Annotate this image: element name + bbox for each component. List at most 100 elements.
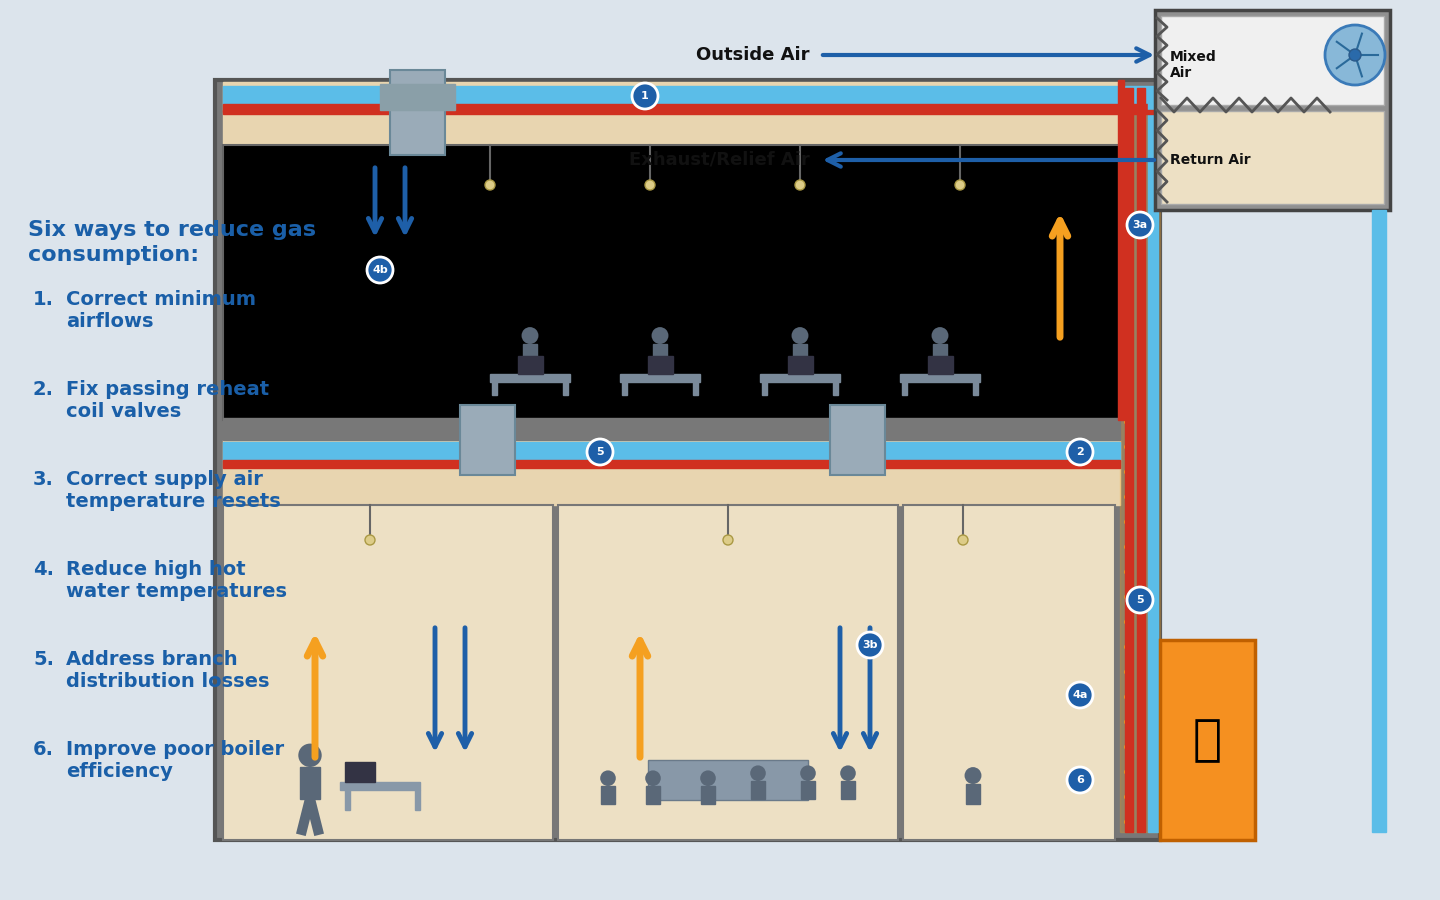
Circle shape: [1125, 569, 1130, 575]
Circle shape: [1138, 94, 1143, 100]
Circle shape: [1151, 394, 1156, 400]
Bar: [973, 382, 978, 395]
Circle shape: [1067, 439, 1093, 465]
Circle shape: [1125, 619, 1130, 625]
Bar: [829, 405, 886, 475]
Circle shape: [857, 632, 883, 658]
Circle shape: [1138, 444, 1143, 450]
Bar: [223, 418, 1120, 440]
Circle shape: [651, 327, 668, 344]
Circle shape: [795, 180, 805, 190]
Text: Correct minimum
airflows: Correct minimum airflows: [66, 290, 256, 331]
Circle shape: [1151, 94, 1156, 100]
Circle shape: [1151, 194, 1156, 200]
Circle shape: [1125, 219, 1130, 225]
Circle shape: [1125, 269, 1130, 275]
Circle shape: [1125, 319, 1130, 325]
Bar: [223, 86, 1161, 104]
Circle shape: [1325, 25, 1385, 85]
Circle shape: [1125, 169, 1130, 175]
Circle shape: [588, 439, 613, 465]
Circle shape: [750, 765, 766, 781]
Bar: [900, 374, 981, 382]
Circle shape: [1151, 244, 1156, 250]
Text: 6.: 6.: [33, 740, 55, 759]
Circle shape: [1151, 369, 1156, 375]
Bar: [523, 344, 537, 364]
Circle shape: [1138, 744, 1143, 750]
Text: 2: 2: [1076, 447, 1084, 457]
Circle shape: [1125, 419, 1130, 425]
Circle shape: [1138, 494, 1143, 500]
Bar: [1120, 88, 1161, 832]
Circle shape: [485, 180, 495, 190]
Circle shape: [1138, 719, 1143, 725]
Bar: [602, 786, 615, 804]
Circle shape: [1151, 144, 1156, 150]
Circle shape: [1125, 394, 1130, 400]
Circle shape: [1138, 519, 1143, 525]
Text: 4.: 4.: [33, 560, 55, 579]
Text: 4a: 4a: [1073, 690, 1087, 700]
Text: Exhaust/Relief Air: Exhaust/Relief Air: [629, 151, 809, 169]
Text: Improve poor boiler
efficiency: Improve poor boiler efficiency: [66, 740, 284, 781]
Circle shape: [1125, 594, 1130, 600]
Circle shape: [1151, 169, 1156, 175]
Circle shape: [1125, 794, 1130, 800]
Circle shape: [1151, 719, 1156, 725]
Text: Fix passing reheat
coil valves: Fix passing reheat coil valves: [66, 380, 269, 421]
Circle shape: [1151, 494, 1156, 500]
Bar: [648, 356, 672, 374]
Circle shape: [700, 770, 716, 786]
Bar: [1148, 88, 1158, 832]
Circle shape: [1125, 94, 1130, 100]
Text: 2.: 2.: [33, 380, 55, 399]
Circle shape: [958, 535, 968, 545]
Circle shape: [600, 770, 616, 786]
Bar: [215, 80, 1161, 840]
Circle shape: [1151, 744, 1156, 750]
Circle shape: [1138, 344, 1143, 350]
Text: 1.: 1.: [33, 290, 55, 309]
Circle shape: [1125, 194, 1130, 200]
Text: Address branch
distribution losses: Address branch distribution losses: [66, 650, 269, 691]
Text: 🔥: 🔥: [1192, 716, 1221, 764]
Circle shape: [1151, 444, 1156, 450]
Circle shape: [1349, 49, 1361, 61]
Circle shape: [1151, 119, 1156, 125]
Bar: [223, 442, 1120, 460]
Bar: [300, 767, 320, 798]
Circle shape: [1151, 469, 1156, 475]
Bar: [1155, 10, 1390, 210]
Bar: [380, 84, 455, 110]
Circle shape: [1138, 419, 1143, 425]
Circle shape: [1138, 369, 1143, 375]
Circle shape: [632, 83, 658, 109]
Bar: [346, 762, 374, 782]
Bar: [1138, 88, 1145, 832]
Text: 3b: 3b: [863, 640, 878, 650]
Bar: [459, 405, 516, 475]
Circle shape: [1138, 644, 1143, 650]
Bar: [788, 356, 814, 374]
Circle shape: [1151, 319, 1156, 325]
Circle shape: [1138, 219, 1143, 225]
Circle shape: [1138, 669, 1143, 675]
Circle shape: [1125, 694, 1130, 700]
Bar: [752, 781, 765, 799]
Circle shape: [965, 767, 982, 784]
Circle shape: [367, 257, 393, 283]
Circle shape: [1125, 244, 1130, 250]
Bar: [647, 786, 660, 804]
Bar: [1161, 640, 1256, 840]
Bar: [966, 784, 981, 804]
Bar: [492, 382, 497, 395]
Circle shape: [1138, 694, 1143, 700]
Circle shape: [1138, 394, 1143, 400]
Bar: [223, 145, 671, 420]
Bar: [518, 356, 543, 374]
Text: 3a: 3a: [1132, 220, 1148, 230]
Circle shape: [1125, 819, 1130, 825]
Circle shape: [1138, 594, 1143, 600]
Circle shape: [792, 327, 808, 344]
